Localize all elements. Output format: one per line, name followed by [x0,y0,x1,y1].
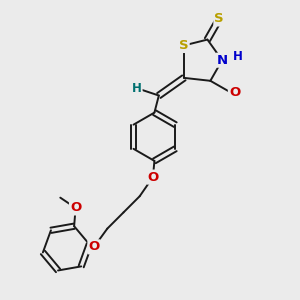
Text: O: O [88,240,100,254]
Text: H: H [132,82,142,95]
Text: S: S [214,13,224,26]
Text: O: O [147,171,159,184]
Text: O: O [229,86,240,99]
Text: N: N [217,54,228,67]
Text: O: O [70,202,81,214]
Text: S: S [179,39,189,52]
Text: H: H [232,50,242,63]
